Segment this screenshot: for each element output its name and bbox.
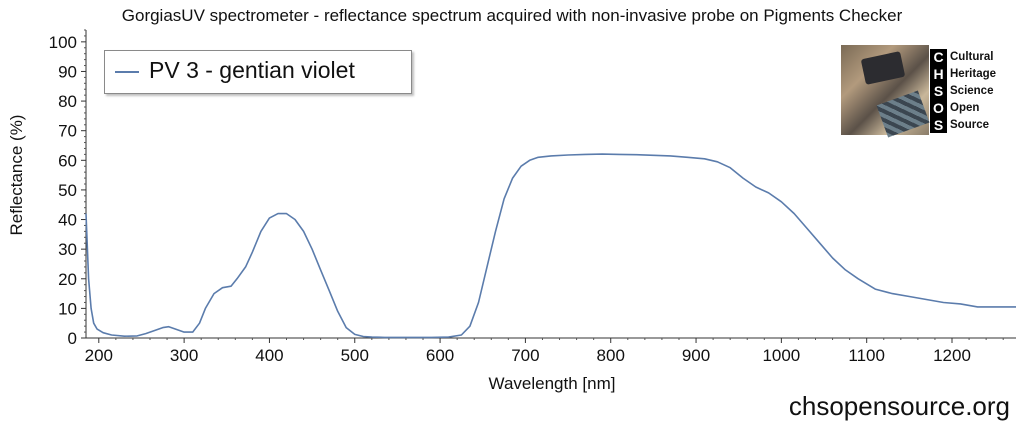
y-axis-label: Reflectance (%) [7,115,26,236]
x-tick-label: 1000 [762,346,800,365]
y-tick-label: 40 [58,211,77,230]
legend-label: PV 3 - gentian violet [149,57,355,83]
x-tick-label: 500 [341,346,369,365]
x-tick-label: 300 [170,346,198,365]
x-tick-label: 200 [85,346,113,365]
y-tick-label: 100 [49,33,77,52]
chart-legend: PV 3 - gentian violet [104,50,412,94]
website-label: chsopensource.org [788,391,1010,421]
logo-photo [841,45,930,138]
chart-title: GorgiasUV spectrometer - reflectance spe… [121,6,903,25]
y-tick-label: 30 [58,240,77,259]
x-tick-label: 800 [597,346,625,365]
y-tick-label: 10 [58,299,77,318]
legend-swatch [115,71,139,73]
x-tick-label: 900 [682,346,710,365]
logo-words: Cultural Heritage Science Open Source [950,51,997,131]
x-tick-label: 400 [255,346,283,365]
y-tick-label: 60 [58,151,77,170]
y-tick-label: 70 [58,122,77,141]
x-tick-label: 600 [426,346,454,365]
x-tick-label: 1100 [848,346,885,365]
y-tick-label: 20 [58,270,77,289]
y-tick-label: 50 [58,181,77,200]
x-tick-label: 700 [511,346,539,365]
series-line [85,153,1016,339]
x-tick-label: 1200 [933,346,971,365]
y-tick-label: 0 [68,329,77,348]
x-axis-label: Wavelength [nm] [489,374,616,393]
y-tick-label: 90 [58,62,77,81]
y-tick-label: 80 [58,92,77,111]
